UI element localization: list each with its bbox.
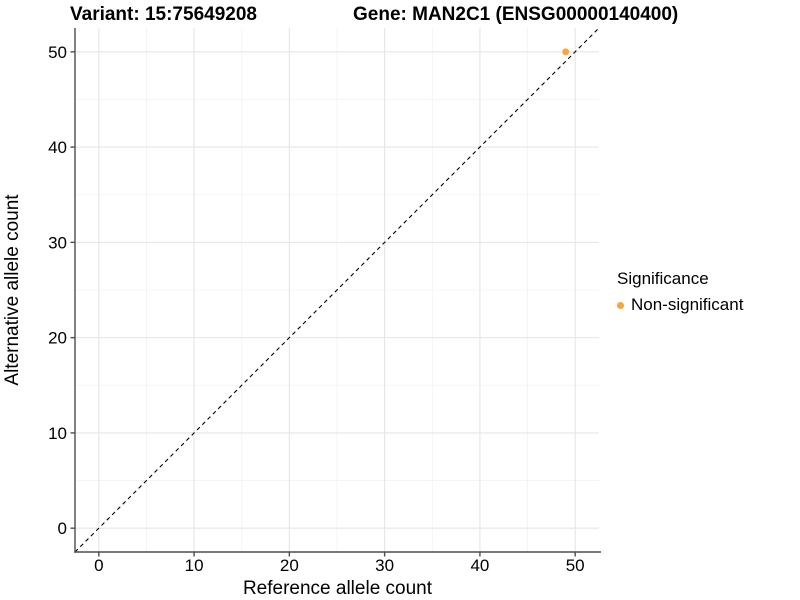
x-tick-label: 50 xyxy=(566,556,585,575)
x-axis-label: Reference allele count xyxy=(242,578,433,599)
identity-dashed-line xyxy=(74,27,600,553)
y-tick-label: 0 xyxy=(58,519,67,538)
plot-title-gene: Gene: MAN2C1 (ENSG00000140400) xyxy=(353,4,679,25)
x-tick-label: 40 xyxy=(470,556,489,575)
plot-title-variant: Variant: 15:75649208 xyxy=(70,4,257,25)
y-tick-label: 30 xyxy=(48,233,67,252)
legend-point-icon xyxy=(617,301,624,309)
x-tick-label: 0 xyxy=(94,556,103,575)
y-tick-label: 10 xyxy=(48,424,67,443)
legend: Significance Non-significant xyxy=(617,269,743,315)
y-tick-label: 20 xyxy=(48,329,67,348)
legend-item-label: Non-significant xyxy=(631,295,744,314)
legend-item-non-significant: Non-significant xyxy=(617,295,743,315)
y-tick-label: 50 xyxy=(48,43,67,62)
legend-title: Significance xyxy=(617,269,709,288)
x-tick-label: 10 xyxy=(185,556,204,575)
y-axis-label: Alternative allele count xyxy=(2,194,23,386)
data-point xyxy=(562,48,570,56)
x-tick-label: 20 xyxy=(280,556,299,575)
y-tick-label: 40 xyxy=(48,138,67,157)
x-tick-label: 30 xyxy=(375,556,394,575)
